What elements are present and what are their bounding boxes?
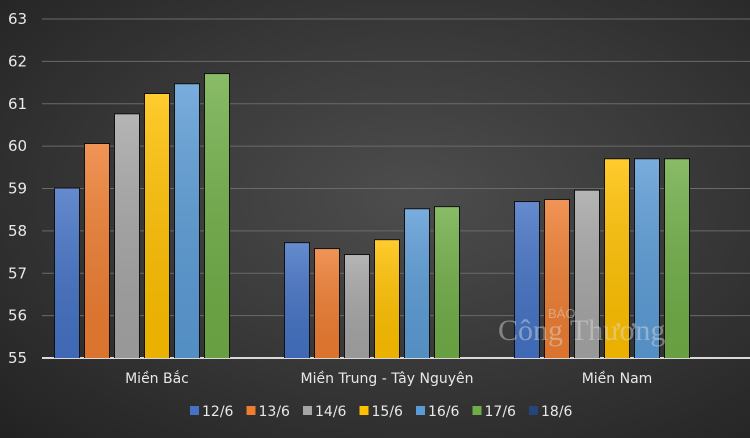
bar-shade [545,199,569,358]
bar-shade [405,209,429,358]
legend-label: 17/6 [485,404,517,420]
legend-label: 13/6 [259,404,291,420]
legend-label: 18/6 [541,404,573,420]
legend-swatch [359,406,369,415]
bar-shade [515,202,539,358]
y-tick-label: 61 [8,95,27,113]
legend-swatch [529,406,538,415]
legend-label: 16/6 [428,404,460,420]
legend-label: 12/6 [202,404,234,420]
watermark-big: Công Thương [498,314,665,347]
category-label: Miền Trung - Tây Nguyên [301,370,474,387]
category-label: Miền Nam [582,370,653,387]
legend-swatch [472,406,482,415]
bar-shade [345,255,369,358]
y-tick-label: 63 [8,10,27,28]
legend-swatch [190,406,199,415]
bar-shade [435,207,459,358]
bar-shade [85,144,109,358]
category-label: Miền Bắc [125,370,189,387]
bar-shade [145,94,169,358]
bar-shade [575,190,599,358]
y-tick-label: 57 [8,264,27,282]
y-tick-label: 55 [8,349,27,367]
legend-swatch [416,406,425,415]
y-tick-label: 59 [8,180,27,198]
y-tick-label: 58 [8,222,27,240]
watermark-small: BÁO [548,306,575,321]
legend-swatch [303,406,312,415]
y-tick-label: 60 [8,137,27,155]
legend-swatch [246,406,256,415]
watermark-logo: BÁO Công Thương [498,306,665,347]
bar-shade [635,159,659,358]
bar-shade [285,243,309,358]
bar-shade [115,114,139,358]
legend-label: 15/6 [372,404,404,420]
bar-shade [205,74,229,359]
bar-shade [175,84,199,358]
bar-shade [315,249,339,358]
bar-shade [605,159,629,358]
bar-shade [375,240,399,358]
bar-shade [665,159,689,358]
y-tick-label: 62 [8,52,27,70]
y-tick-label: 56 [8,307,27,325]
legend-label: 14/6 [315,404,347,420]
bar-shade [55,188,79,358]
